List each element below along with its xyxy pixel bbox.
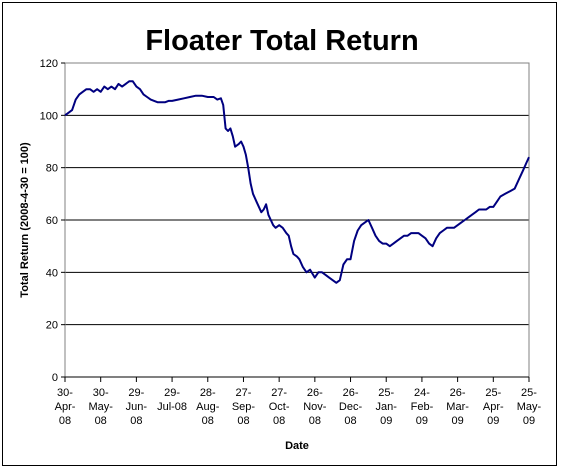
x-tick-label-line: Nov- — [303, 401, 327, 413]
x-tick-label-line: 09 — [523, 415, 535, 427]
x-tick-label-line: 08 — [309, 415, 321, 427]
x-tick-label: 25- Apr- 09 — [483, 387, 504, 427]
x-tick-label: 24- Feb- 09 — [411, 387, 434, 427]
x-tick-label-line: Aug- — [196, 401, 220, 413]
y-axis-title: Total Return (2008-4-30 = 100) — [19, 142, 31, 298]
x-tick-label-line: 09 — [380, 415, 392, 427]
x-tick-label-line: May- — [517, 401, 542, 413]
x-tick-label-line: 30- — [93, 387, 109, 399]
y-tick-label: 120 — [40, 58, 58, 70]
x-tick-label: 25- May- 09 — [517, 387, 542, 427]
x-axis: 30- Apr- 08 30- May- 08 29- Jun- 08 29- Jul-08 28- A… — [55, 376, 542, 427]
chart-frame — [2, 2, 557, 466]
x-tick-label-line: Jul-08 — [157, 401, 187, 413]
x-tick-label-line: 08 — [273, 415, 285, 427]
chart-title: Floater Total Return — [145, 25, 418, 57]
y-tick-label: 20 — [46, 320, 58, 332]
x-axis-title: Date — [285, 440, 309, 452]
x-tick-label: 26- Mar- 09 — [446, 387, 469, 427]
x-tick-label-line: Jan- — [376, 401, 398, 413]
series-line — [64, 80, 530, 284]
x-tick-label-line: 26- — [343, 387, 359, 399]
x-tick-label-line: 25- — [521, 387, 537, 399]
x-tick-label-line: May- — [88, 401, 113, 413]
x-tick-label: 29- Jul-08 — [157, 387, 187, 413]
y-tick-label: 60 — [46, 215, 58, 227]
x-tick-label: 26- Dec- 08 — [339, 387, 363, 427]
x-tick-label-line: 08 — [59, 415, 71, 427]
x-tick-label: 26- Nov- 08 — [303, 387, 327, 427]
x-tick-label-line: 29- — [164, 387, 180, 399]
x-tick-label-line: 26- — [307, 387, 323, 399]
x-tick-label-line: Mar- — [446, 401, 469, 413]
x-tick-label-line: Apr- — [483, 401, 504, 413]
x-tick-label-line: Feb- — [411, 401, 434, 413]
x-tick-label-line: Sep- — [232, 401, 256, 413]
x-tick-label-line: 09 — [416, 415, 428, 427]
y-tick-label: 40 — [46, 267, 58, 279]
x-tick-label-line: 24- — [414, 387, 430, 399]
x-tick-label: 30- May- 08 — [88, 387, 113, 427]
x-tick-label-line: 29- — [128, 387, 144, 399]
x-tick-label: 27- Sep- 08 — [232, 387, 256, 427]
x-tick-label-line: Dec- — [339, 401, 363, 413]
y-tick-label: 0 — [52, 372, 58, 384]
gridlines — [65, 62, 529, 326]
y-axis: 0 20 40 60 80 100 120 — [40, 58, 65, 384]
x-tick-label-line: 09 — [451, 415, 463, 427]
x-tick-label-line: 25- — [485, 387, 501, 399]
x-tick-label-line: 09 — [487, 415, 499, 427]
y-tick-label: 100 — [40, 110, 58, 122]
x-tick-label: 29- Jun- 08 — [126, 387, 148, 427]
x-tick-label-line: 08 — [237, 415, 249, 427]
x-tick-label-line: 08 — [95, 415, 107, 427]
x-tick-label-line: 25- — [378, 387, 394, 399]
x-tick-label: 28- Aug- 08 — [196, 387, 220, 427]
y-tick-label: 80 — [46, 163, 58, 175]
x-tick-label-line: 08 — [344, 415, 356, 427]
x-tick-label-line: 26- — [450, 387, 466, 399]
x-tick-label-line: Apr- — [55, 401, 76, 413]
x-tick-label: 27- Oct- 08 — [269, 387, 290, 427]
x-tick-label-line: 08 — [130, 415, 142, 427]
x-tick-label-line: 08 — [202, 415, 214, 427]
x-tick-label-line: 30- — [57, 387, 73, 399]
x-tick-label-line: 28- — [200, 387, 216, 399]
x-tick-label-line: Jun- — [126, 401, 148, 413]
x-tick-label: 25- Jan- 09 — [376, 387, 398, 427]
x-tick-label-line: 27- — [271, 387, 287, 399]
x-tick-label-line: Oct- — [269, 401, 290, 413]
x-tick-label-line: 27- — [236, 387, 252, 399]
x-tick-label: 30- Apr- 08 — [55, 387, 76, 427]
